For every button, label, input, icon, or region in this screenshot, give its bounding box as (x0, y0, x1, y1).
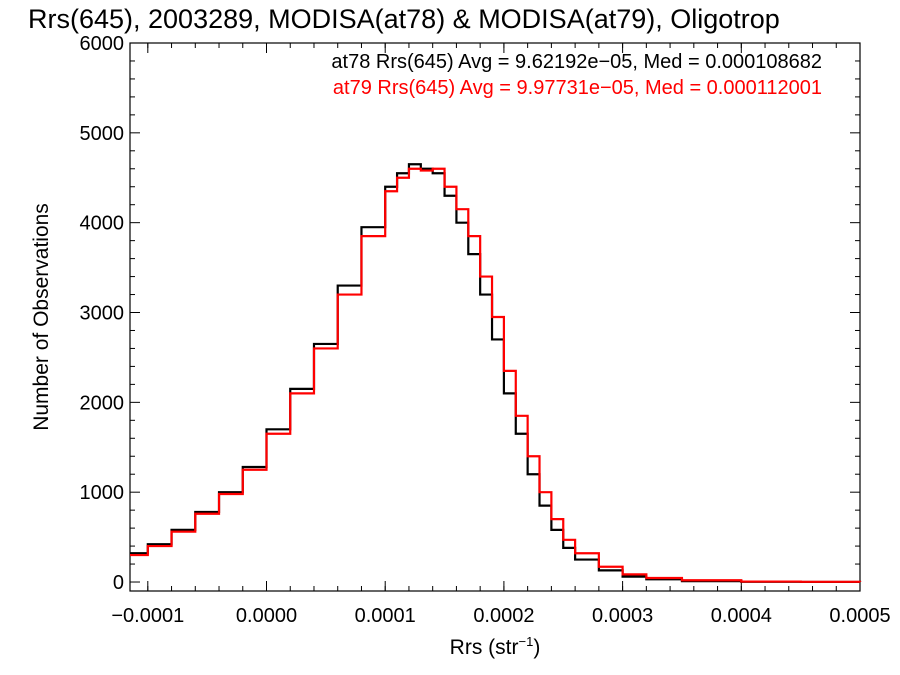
y-tick-label: 1000 (80, 482, 125, 504)
legend-entry-2: at79 Rrs(645) Avg = 9.97731e−05, Med = 0… (333, 77, 822, 99)
series-2-line (130, 167, 862, 583)
x-tick-label: −0.0001 (111, 605, 184, 627)
x-tick-label: 0.0001 (355, 605, 416, 627)
x-axis: −0.0001 0.0000 0.0001 0.0002 0.0003 0.0004 0.0… (111, 43, 891, 627)
legend: at78 Rrs(645) Avg = 9.62192e−05, Med = 0… (331, 51, 822, 99)
y-axis-label: Number of Observations (30, 203, 53, 431)
y-tick-label: 4000 (80, 213, 125, 235)
x-tick-label: 0.0004 (711, 605, 772, 627)
series-layer (130, 163, 862, 584)
y-tick-label: 2000 (80, 392, 125, 414)
legend-entry-1: at78 Rrs(645) Avg = 9.62192e−05, Med = 0… (331, 51, 822, 73)
plot-frame (129, 42, 861, 592)
y-tick-label: 3000 (80, 303, 125, 325)
series-1-line (130, 163, 862, 584)
x-tick-label: 0.0003 (592, 605, 653, 627)
x-tick-label: 0.0000 (236, 605, 297, 627)
x-axis-label-text: Rrs (str (450, 636, 519, 659)
x-tick-label: 0.0005 (829, 605, 890, 627)
x-tick-label: 0.0002 (473, 605, 534, 627)
y-tick-label: 0 (113, 572, 124, 594)
x-axis-label-superscript: −1 (519, 634, 534, 649)
y-tick-label: 5000 (80, 123, 125, 145)
x-axis-label-close: ) (533, 636, 540, 659)
y-axis: 0 1000 2000 3000 4000 5000 6000 (80, 33, 860, 594)
y-tick-label: 6000 (80, 33, 125, 55)
x-axis-label: Rrs (str−1) (450, 634, 541, 659)
chart-title: Rrs(645), 2003289, MODISA(at78) & MODISA… (28, 4, 780, 34)
